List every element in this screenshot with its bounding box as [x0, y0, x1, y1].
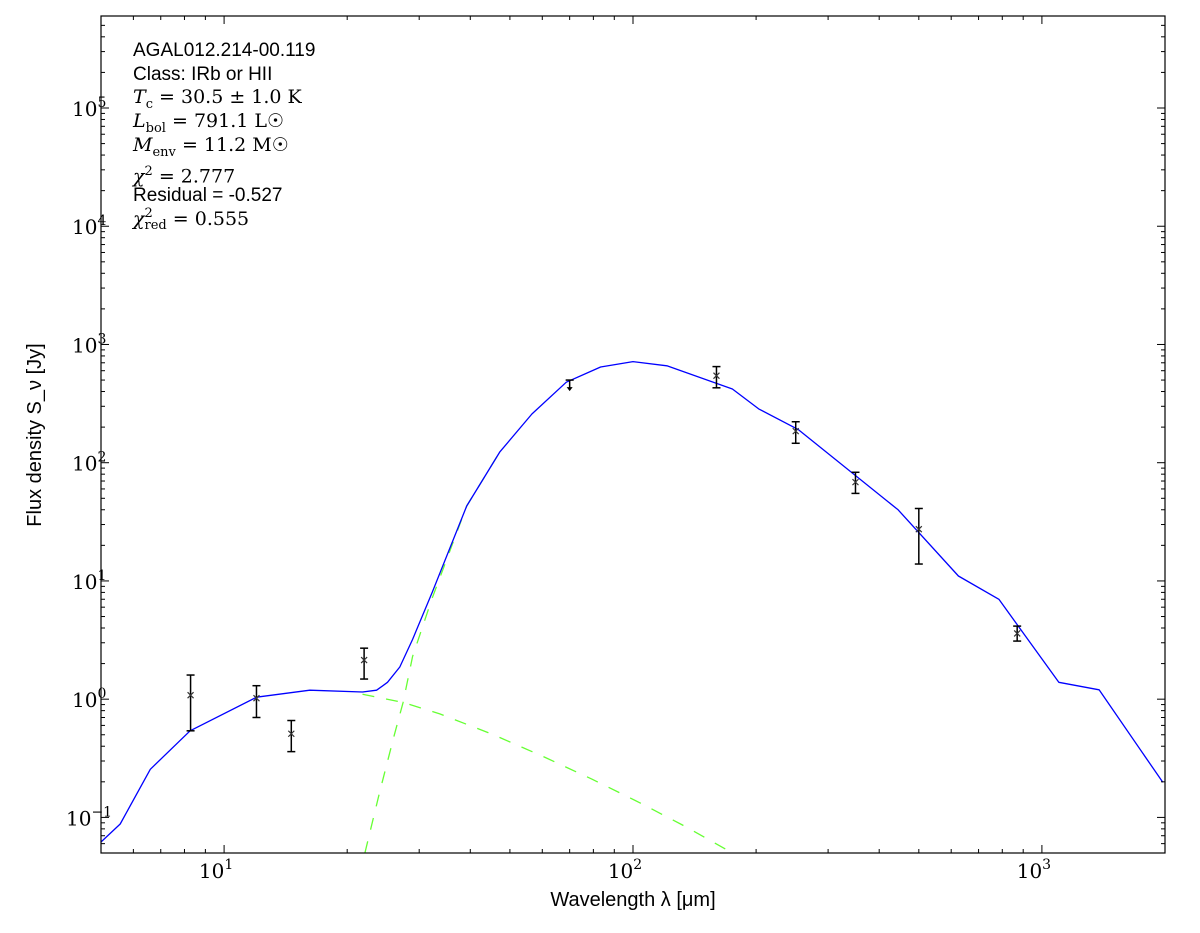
y-tick-label: 100 [72, 686, 106, 712]
x-tick-base: 10 [608, 859, 633, 883]
y-tick-base: 10 [72, 97, 97, 121]
measurements [186, 365, 1022, 753]
x-marker [360, 656, 368, 664]
y-tick-exp: 2 [97, 450, 106, 466]
y-tick-exp: 1 [97, 568, 106, 584]
data-point [791, 421, 800, 445]
menv-sym: M [133, 134, 153, 156]
source-name: AGAL012.214-00.119 [133, 40, 316, 61]
x-tick-label: 101 [199, 857, 233, 883]
y-tick-label: 104 [72, 213, 106, 239]
class-label: Class: IRb or HII [133, 64, 273, 85]
lbol-sub: bol [145, 120, 166, 136]
series-hot-component [362, 693, 733, 853]
chi2red-line: χ 2 red = 0.555 [133, 206, 250, 233]
tc-line: Tc = 30.5 ± 1.0 K [133, 86, 302, 116]
y-tick-label: 102 [72, 450, 106, 476]
menv-sub: env [152, 144, 176, 160]
lbol-line: Lbol = 791.1 L☉ [133, 110, 284, 140]
chi2-sym: χ [133, 165, 145, 188]
y-tick-base: 10 [72, 570, 97, 594]
data-point [287, 719, 296, 753]
menv-line: Menv = 11.2 M☉ [133, 134, 289, 164]
tc-sub: c [145, 96, 153, 112]
y-tick-label: 105 [72, 95, 106, 121]
x-marker [915, 525, 923, 533]
y-tick-exp: 3 [97, 331, 106, 347]
chi2red-sub: red [144, 218, 167, 233]
series-cold-component [364, 451, 501, 853]
x-marker [852, 478, 859, 486]
x-tick-exp: 3 [1042, 857, 1051, 873]
x-marker [1013, 629, 1021, 637]
x-marker [187, 691, 194, 699]
y-tick-base: 10 [72, 215, 97, 239]
y-tick-label: 103 [72, 331, 106, 357]
data-point [360, 647, 369, 680]
x-tick-exp: 2 [633, 857, 642, 873]
chi2red-sup: 2 [144, 206, 153, 221]
y-tick-exp: 0 [97, 686, 106, 702]
data-point [565, 379, 574, 392]
x-tick-label: 102 [608, 857, 642, 883]
x-marker [713, 372, 720, 380]
residual-line: Residual = -0.527 [133, 185, 283, 206]
series-total-model [101, 360, 1164, 843]
tc-sym: T [133, 86, 146, 108]
x-marker [792, 427, 800, 435]
data-point [851, 471, 860, 495]
lbol-sym: L [133, 110, 146, 132]
y-tick-exp: 4 [97, 213, 106, 229]
data-point [1013, 625, 1022, 642]
y-tick-base: 10 [72, 333, 97, 357]
upper-limit-arrow [566, 387, 573, 392]
menv-value: = 11.2 M☉ [181, 134, 289, 156]
x-axis-label: Wavelength λ [μm] [550, 889, 715, 911]
x-tick-label: 103 [1017, 857, 1051, 883]
chi2-sup: 2 [144, 164, 153, 179]
y-tick-exp: 5 [97, 95, 106, 111]
x-marker [253, 694, 260, 702]
data-point [914, 507, 923, 565]
tc-value: = 30.5 ± 1.0 K [159, 86, 302, 108]
x-tick-base: 10 [199, 859, 224, 883]
y-tick-label: 101 [72, 568, 106, 594]
x-tick-base: 10 [1017, 859, 1042, 883]
x-marker [287, 730, 295, 738]
chi2-value: = 2.777 [158, 165, 236, 188]
model-curves [101, 360, 1164, 853]
chi2red-sym: χ [133, 208, 145, 230]
y-tick-base: 10 [72, 452, 97, 476]
data-point [712, 365, 721, 389]
y-tick-label: 10−1 [66, 804, 112, 830]
x-tick-exp: 1 [224, 857, 233, 873]
data-point [252, 684, 261, 719]
lbol-value: = 791.1 L☉ [171, 110, 285, 132]
y-tick-base: 10 [66, 806, 91, 830]
y-tick-base: 10 [72, 688, 97, 712]
y-tick-exp: −1 [91, 804, 112, 820]
chi2-line: χ2 = 2.777 [133, 160, 235, 188]
y-axis-label: Flux density S_ν [Jy] [24, 343, 46, 526]
data-point [186, 674, 195, 732]
chi2red-value: = 0.555 [172, 208, 250, 230]
